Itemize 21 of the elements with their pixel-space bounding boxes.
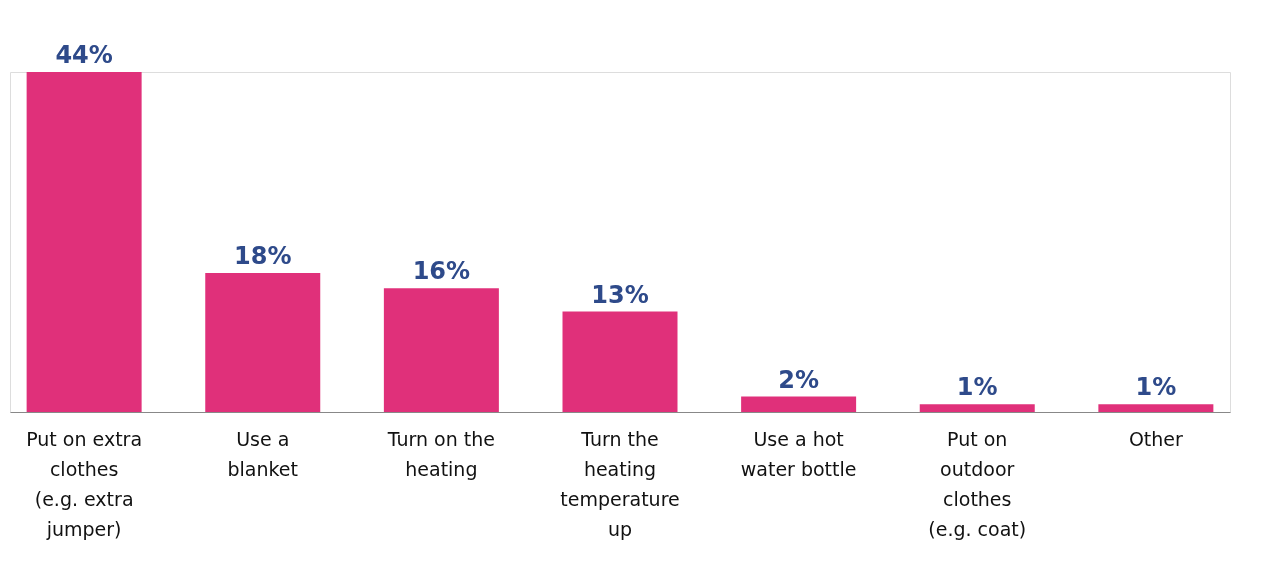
x-tick-label: Put on extra clothes (e.g. extra jumper) <box>26 427 143 540</box>
bar <box>205 272 321 412</box>
x-tick-label: Put on outdoor clothes (e.g. coat) <box>928 427 1027 540</box>
x-tick-label: Use a blanket <box>227 427 298 480</box>
x-tick-label: Turn on the heating <box>386 427 495 480</box>
data-label: 16% <box>412 257 471 286</box>
data-label: 1% <box>1135 373 1177 402</box>
data-label: 2% <box>778 365 819 394</box>
data-label: 13% <box>591 280 649 309</box>
bar <box>26 72 142 412</box>
bar <box>562 311 678 412</box>
x-tick-label: Use a hot water bottle <box>740 427 857 480</box>
x-tick-label: Other <box>1128 427 1184 450</box>
x-tick-label: Turn the heating temperature up <box>560 427 680 540</box>
data-label: 44% <box>55 41 113 69</box>
bar <box>383 288 499 412</box>
bar <box>741 396 857 412</box>
data-label: 18% <box>234 241 292 270</box>
bar <box>919 404 1035 412</box>
data-label: 1% <box>956 373 998 402</box>
bar <box>1098 404 1214 412</box>
